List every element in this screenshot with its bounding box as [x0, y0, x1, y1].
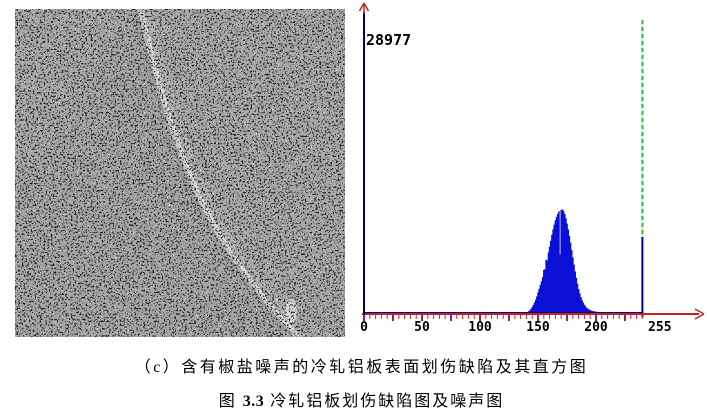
- x-axis-ticks: [363, 315, 643, 321]
- x-axis-labels: 0 50 100 150 200 255: [360, 320, 671, 335]
- figure-caption-number: 3.3: [242, 393, 265, 410]
- y-axis: [358, 2, 370, 317]
- y-max-label: 28977: [366, 31, 411, 49]
- noisy-scratch-image: [15, 9, 345, 337]
- scratch-defect: [130, 9, 309, 337]
- svg-text:0: 0: [360, 320, 368, 335]
- figure-caption-prefix: 图: [218, 393, 243, 410]
- svg-text:200: 200: [584, 320, 608, 335]
- svg-text:50: 50: [414, 320, 430, 335]
- svg-text:255: 255: [648, 320, 671, 335]
- figure-caption: 图 3.3 冷轧铝板划伤缺陷图及噪声图: [0, 387, 707, 411]
- svg-text:150: 150: [526, 320, 550, 335]
- histogram-bars: [527, 209, 597, 312]
- noise-image-svg: [15, 9, 345, 337]
- figure-caption-text: 冷轧铝板划伤缺陷图及噪声图: [264, 393, 505, 410]
- x-axis: [362, 308, 705, 320]
- svg-text:28977: 28977: [366, 31, 411, 49]
- svg-text:100: 100: [468, 320, 492, 335]
- histogram-panel: 0 50 100 150 200 255 28977: [355, 0, 707, 345]
- histogram-svg: 0 50 100 150 200 255 28977: [358, 2, 705, 335]
- subfigure-caption: （c）含有椒盐噪声的冷轧铝板表面划伤缺陷及其直方图: [134, 359, 589, 376]
